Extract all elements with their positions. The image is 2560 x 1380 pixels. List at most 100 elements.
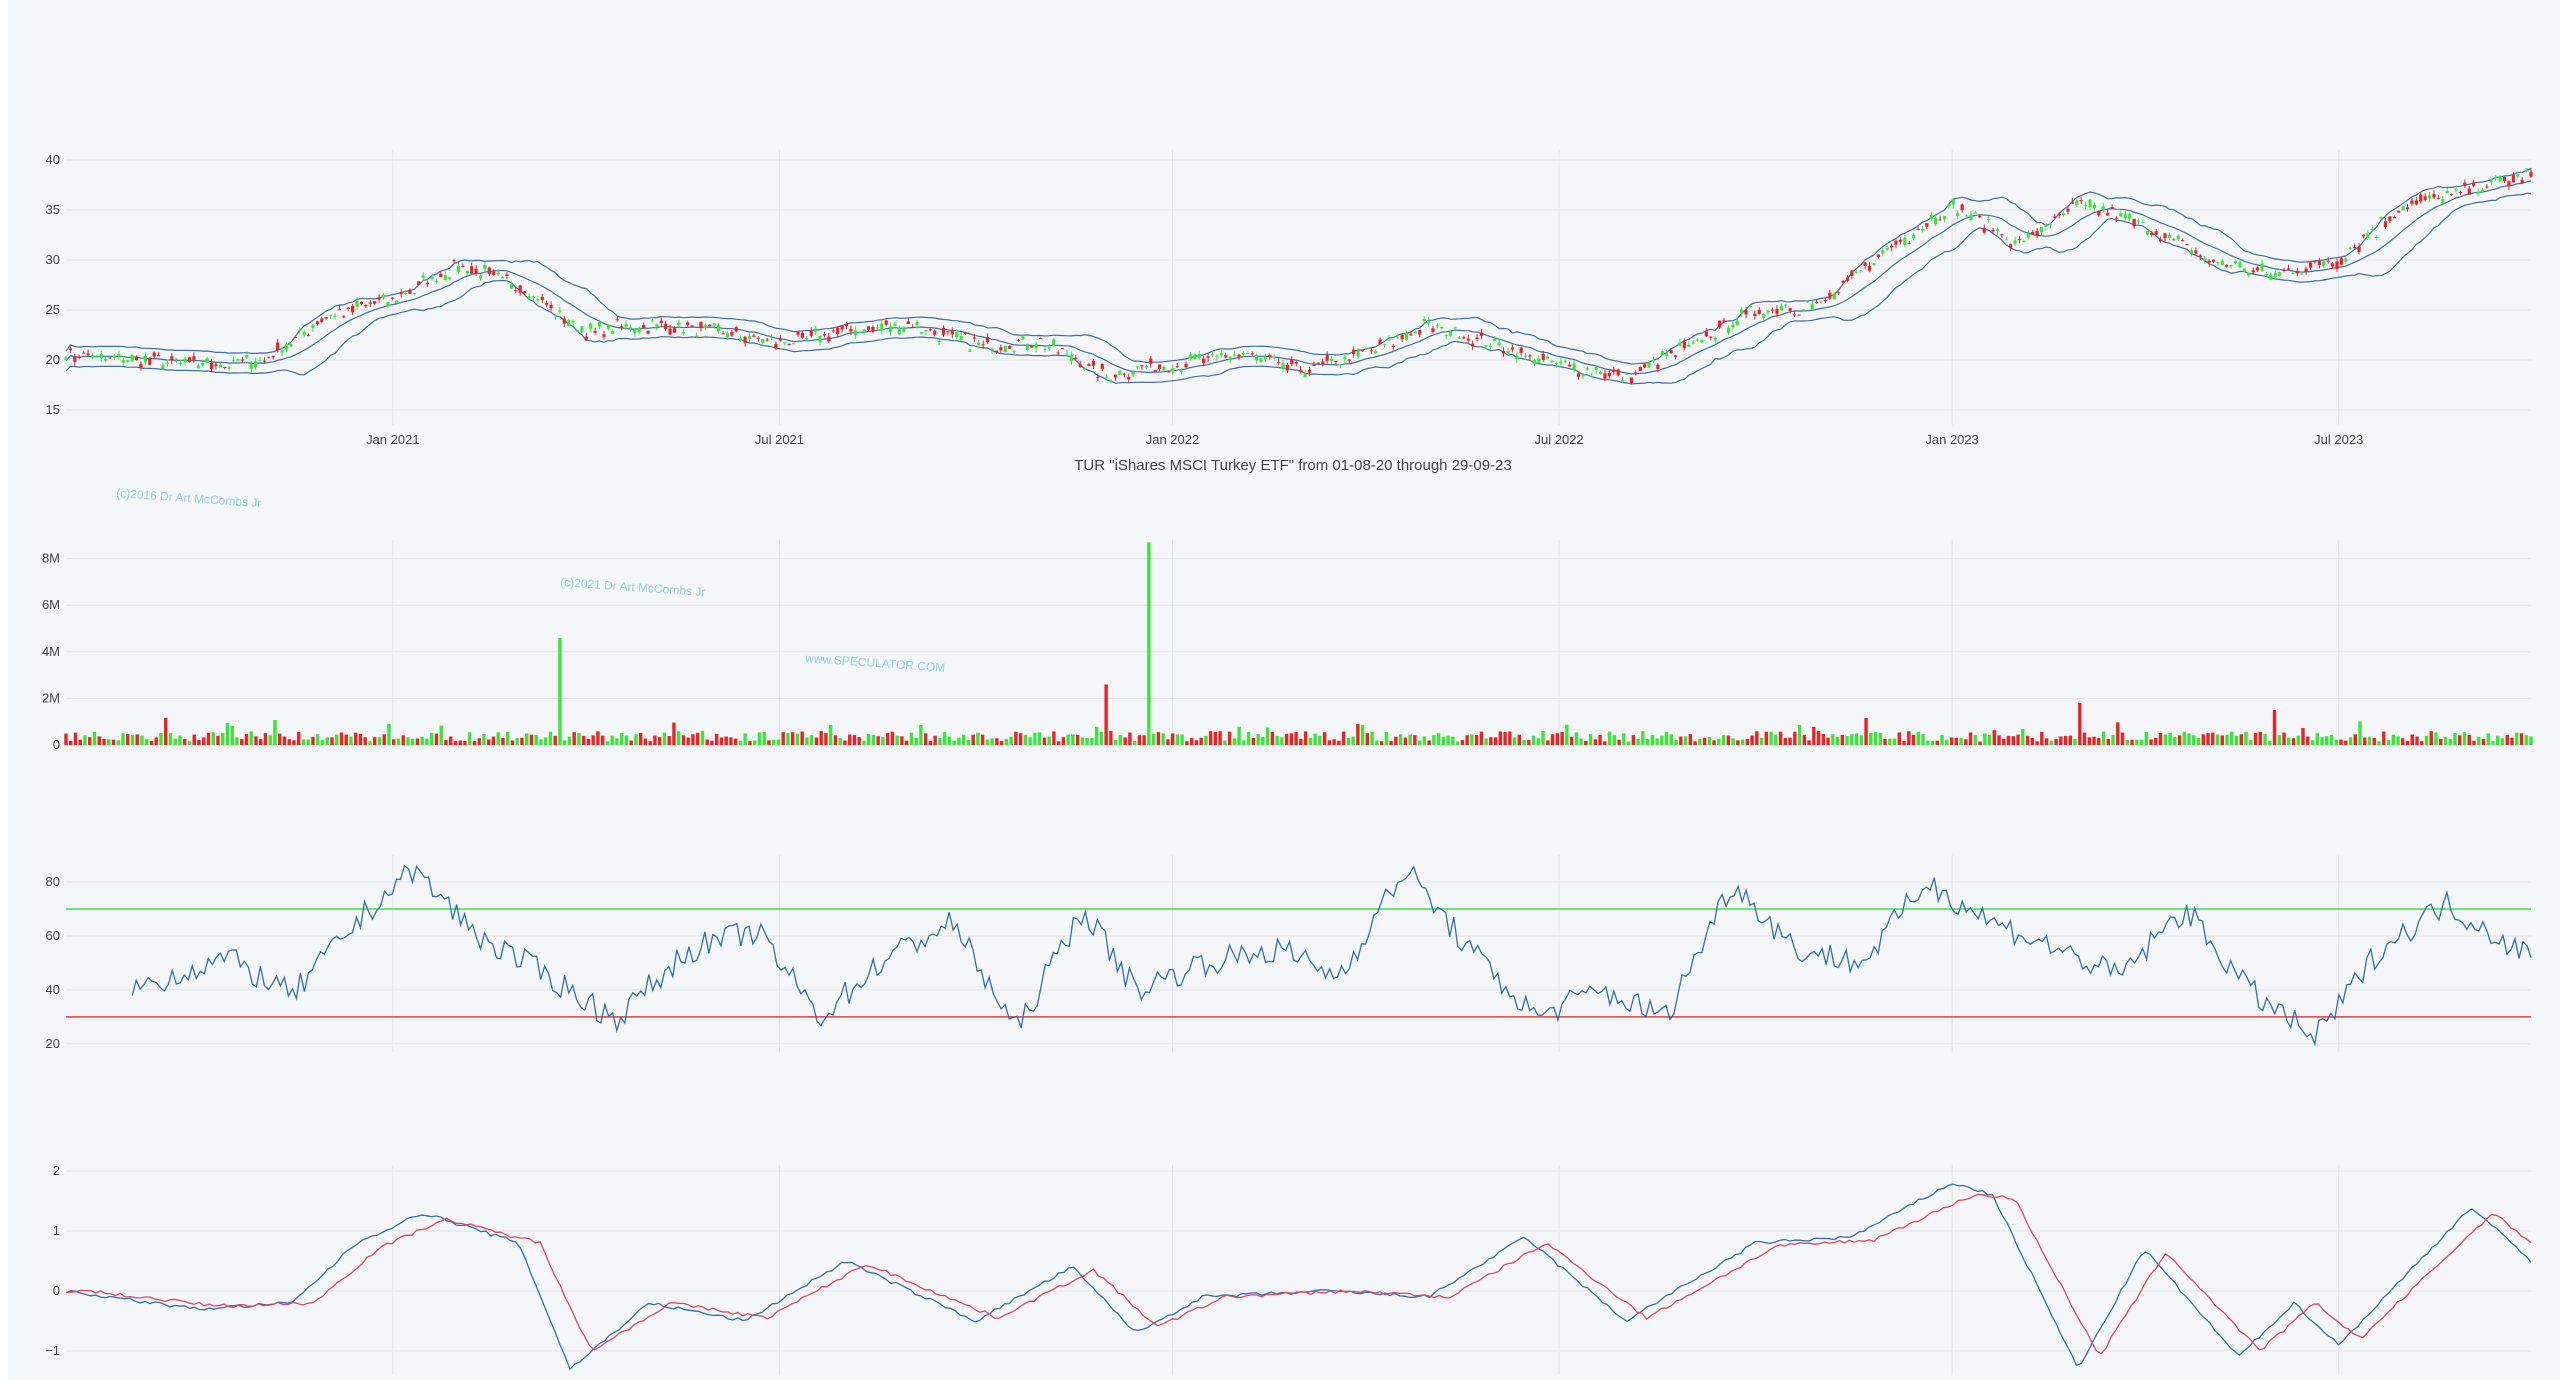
candle-body [152, 352, 156, 357]
candle-body [884, 320, 888, 325]
candle-body [2207, 260, 2211, 263]
volume-bar [738, 740, 743, 745]
candle-body [536, 299, 540, 301]
y-tick-label: 0 [53, 1283, 60, 1298]
candle-body [478, 275, 483, 279]
candle-body [628, 327, 633, 329]
volume-bar [1275, 735, 1279, 745]
volume-bar [1926, 740, 1930, 745]
candle-body [1210, 354, 1215, 356]
volume-bar [961, 734, 966, 745]
candle-body [1329, 358, 1334, 362]
candle-body [1651, 360, 1656, 362]
candle-body [708, 324, 712, 327]
candle-body [1559, 361, 1563, 364]
volume-bar [971, 734, 975, 745]
candle-body [1078, 364, 1082, 368]
volume-bar [1470, 734, 1474, 745]
volume-bar [472, 741, 477, 745]
candle-body [977, 342, 981, 346]
volume-bar [2396, 736, 2400, 745]
candle-body [1343, 356, 1347, 359]
volume-bar [2082, 732, 2087, 745]
candle-body [249, 363, 253, 369]
candle-body [240, 359, 244, 361]
volume-bar [790, 732, 795, 745]
volume-bar [2234, 735, 2239, 745]
x-tick-label: Jan 2022 [1146, 432, 1200, 447]
candle-body [1457, 337, 1462, 339]
volume-bar [1987, 734, 1992, 745]
candle-body [86, 353, 90, 356]
candle-body [2427, 195, 2432, 199]
chart-figure: Jan 2021 Jul 2021 Jan 2022 Jul 2022 Jan 2023… [42, 150, 2533, 1375]
volume-bar [1764, 731, 1769, 745]
volume-bar [216, 735, 220, 745]
volume-bar [2125, 740, 2129, 745]
candle-body [1969, 214, 1973, 221]
y-tick-label: 40 [46, 152, 60, 167]
volume-bar [2220, 735, 2224, 745]
volume-bar [1379, 741, 1384, 745]
volume-bar [1517, 734, 1522, 745]
candle-body [933, 330, 937, 335]
volume-bar [2339, 739, 2343, 745]
volume-bar [1455, 741, 1460, 745]
volume-bar [1265, 727, 1270, 745]
volume-bar [1113, 739, 1118, 745]
candle-body [567, 320, 571, 326]
candle-body [1938, 219, 1942, 221]
volume-bar [852, 735, 857, 745]
volume-bar [1812, 726, 1816, 745]
volume-bar [1009, 736, 1013, 745]
y-tick-label: 0 [53, 737, 60, 752]
y-tick-label: 40 [46, 982, 60, 997]
candle-body [2330, 263, 2335, 267]
candle-body [1440, 327, 1444, 329]
candle-body [761, 339, 765, 343]
candle-body [2388, 216, 2392, 222]
candle-body [2035, 230, 2039, 236]
volume-bar [1683, 736, 1688, 745]
candle-body [1995, 229, 2000, 231]
volume-bar [1047, 736, 1051, 745]
volume-bar [615, 738, 619, 745]
candle-body [523, 291, 527, 294]
volume-bar [1251, 737, 1256, 745]
volume-bar [2510, 737, 2514, 745]
candle-body [849, 329, 853, 332]
candle-body [1850, 270, 1854, 276]
volume-bar [1726, 735, 1731, 745]
volume-bar [1669, 734, 1674, 745]
volume-bar [520, 737, 524, 745]
volume-bar [2348, 737, 2353, 745]
candle-body [1232, 354, 1237, 356]
volume-bar [776, 739, 781, 745]
volume-bar [1218, 731, 1222, 745]
volume-bar [1147, 542, 1151, 745]
watermark-speculator: www.SPECULATOR.COM [804, 651, 946, 675]
volume-bar [828, 724, 833, 745]
candle-body [968, 349, 972, 352]
volume-bar [515, 737, 519, 745]
candle-body [364, 304, 368, 307]
candle-body [2357, 246, 2361, 253]
volume-bar [819, 731, 823, 745]
candle-body [2181, 240, 2185, 242]
candle-body [2070, 201, 2074, 204]
candle-body [1563, 360, 1567, 362]
volume-bar [377, 737, 382, 745]
candle-body [999, 347, 1003, 351]
candle-body [1920, 228, 1925, 231]
candle-body [2339, 258, 2343, 265]
candle-body [2472, 182, 2476, 186]
candle-body [1069, 355, 1074, 362]
volume-bar [1066, 734, 1070, 745]
x-tick-label: Jul 2023 [2314, 432, 2363, 447]
volume-bar [1949, 737, 1954, 745]
candle-body [1166, 371, 1171, 373]
volume-bar [1484, 738, 1488, 745]
candle-body [2211, 259, 2216, 262]
volume-bar [843, 740, 847, 745]
candle-body [1466, 338, 1470, 341]
